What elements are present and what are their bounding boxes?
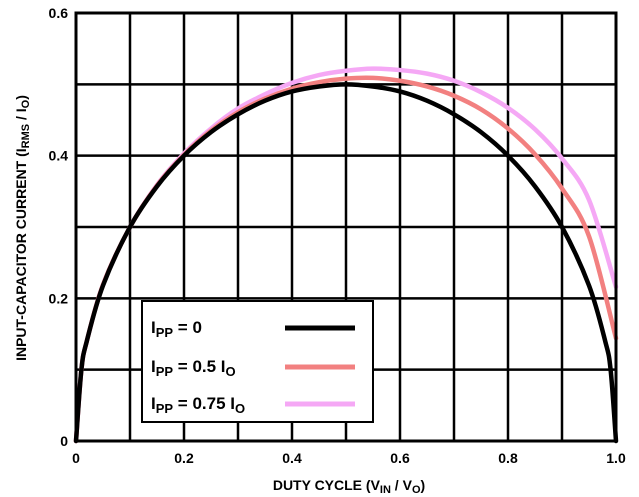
legend-label-0: IPP = 0: [151, 318, 202, 340]
series-line-0: [73, 82, 619, 444]
x-tick-label: 0: [72, 450, 80, 466]
x-tick-label: 1.0: [606, 450, 626, 466]
x-tick-label: 0.2: [174, 450, 194, 466]
y-axis-label: INPUT-CAPACITOR CURRENT (IRMS / IO): [13, 95, 32, 361]
legend-label-1: IPP = 0.5 IO: [151, 357, 236, 379]
y-tick-label: 0.6: [49, 5, 69, 21]
x-tick-label: 0.8: [498, 450, 518, 466]
y-tick-label: 0: [60, 433, 68, 449]
legend-label-2: IPP = 0.75 IO: [151, 394, 245, 416]
series-lines: [73, 66, 619, 444]
y-tick-label: 0.2: [49, 290, 69, 306]
x-tick-label: 0.4: [282, 450, 302, 466]
legend: IPP = 0 IPP = 0.5 IO IPP = 0.75 IO: [141, 300, 374, 423]
tick-labels: 0 0.2 0.4 0.6 0.8 1.0 0 0.2 0.4 0.6: [49, 5, 626, 466]
x-tick-label: 0.6: [390, 450, 410, 466]
x-axis-label: DUTY CYCLE (VIN / VO): [273, 477, 425, 496]
y-tick-label: 0.4: [49, 148, 69, 164]
plot-frame: [74, 11, 618, 443]
